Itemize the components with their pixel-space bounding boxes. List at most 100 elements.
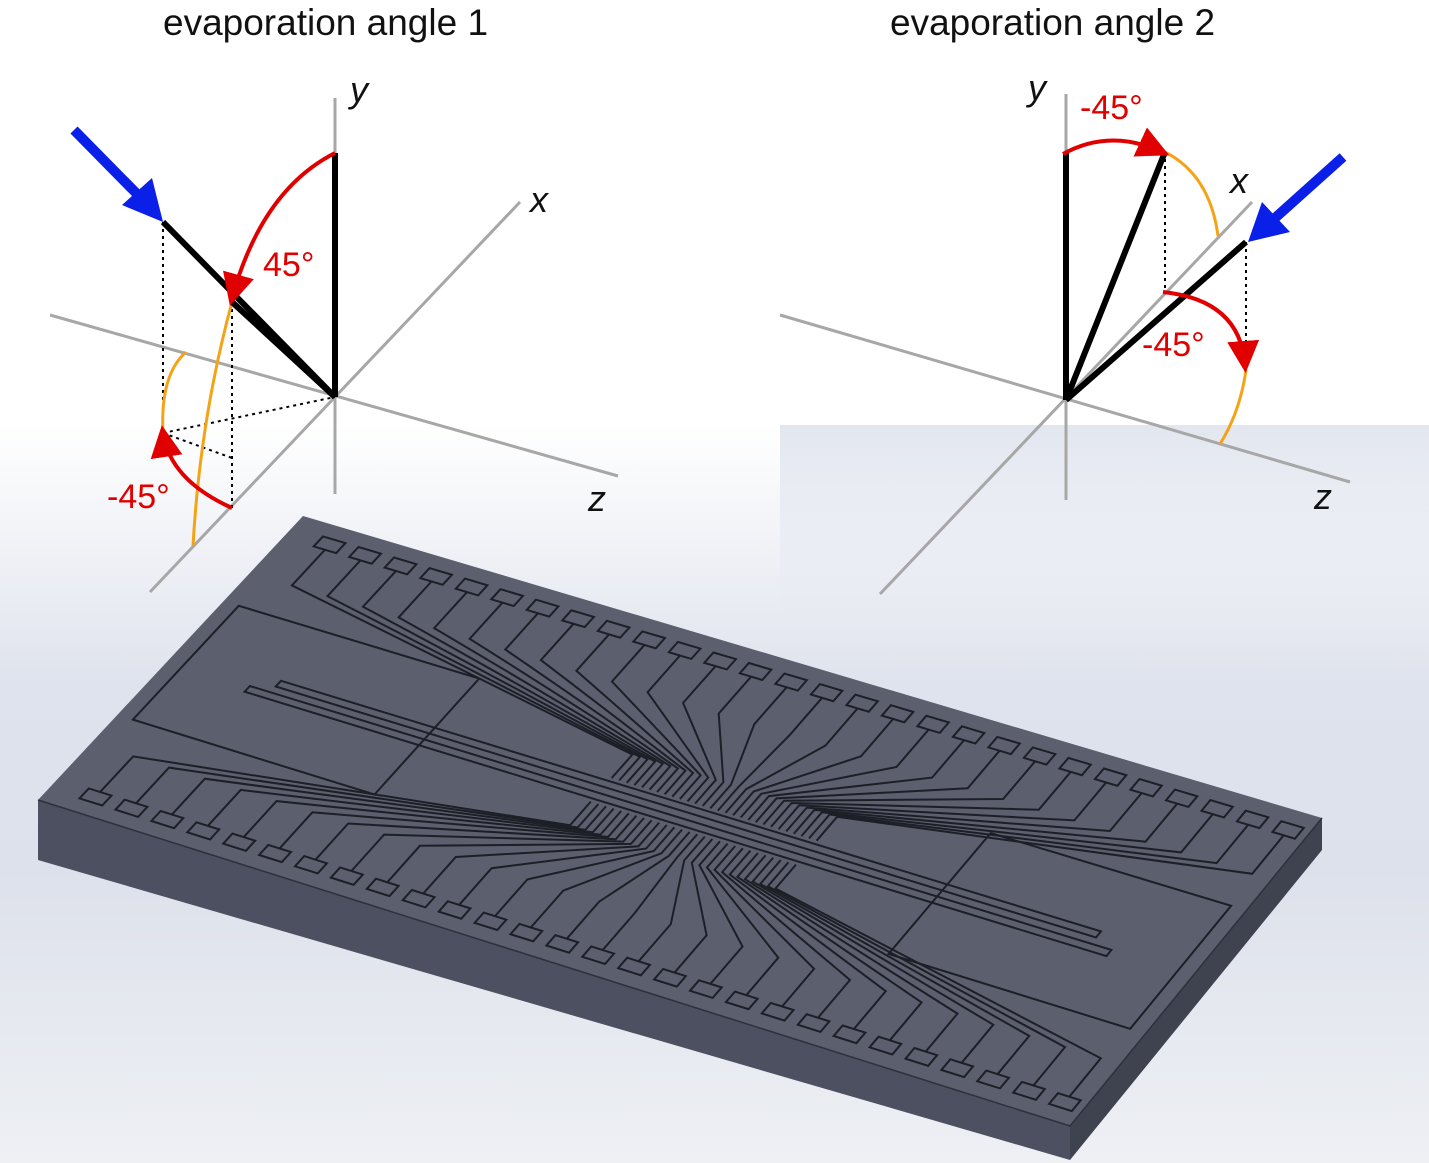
- chip-trace: [314, 814, 638, 861]
- diagram-right: y x z -45° -45°: [779, 67, 1351, 596]
- chip-pad: [131, 604, 481, 796]
- chip-pad: [652, 967, 688, 988]
- chip-trace: [610, 644, 702, 800]
- chip-pad: [77, 787, 114, 807]
- diagram-left: y x z 45° -45°: [49, 69, 619, 594]
- chip-pad: [560, 609, 596, 629]
- chip-trace: [432, 591, 665, 789]
- chip-trace: [735, 852, 924, 1041]
- chip-side-face: [1070, 818, 1322, 1160]
- chip-pad: [616, 956, 652, 977]
- chip-trace: [739, 728, 930, 819]
- chip-pad: [1164, 788, 1200, 809]
- chip-trace: [720, 847, 852, 1019]
- chip-pad: [596, 619, 632, 639]
- chip-pad: [453, 577, 490, 597]
- chip-trace: [503, 612, 680, 793]
- chip-trace: [350, 817, 645, 872]
- angle-label-lower: -45°: [1142, 326, 1205, 364]
- chip-pad: [1270, 820, 1306, 840]
- chip-trace: [397, 580, 657, 786]
- chip-pad: [903, 1046, 939, 1067]
- chip-trace: [539, 623, 687, 795]
- chip-trace: [717, 697, 823, 812]
- angle-arc-upper: [1062, 127, 1170, 157]
- chip-trace: [808, 813, 1249, 865]
- chip-pad: [975, 1069, 1011, 1090]
- chip-pad: [311, 535, 348, 555]
- chip-pad: [951, 725, 987, 745]
- chip: [37, 516, 1323, 1160]
- chip-trace: [530, 828, 683, 929]
- chip-pad: [113, 798, 150, 819]
- chip-trace: [207, 788, 615, 834]
- chip-pad: [257, 843, 293, 864]
- chip-pattern: [77, 535, 1306, 1113]
- chip-top-face: [38, 516, 1322, 1126]
- chip-pad: [400, 888, 437, 909]
- chip-trace: [698, 840, 744, 985]
- chip-pad: [688, 979, 724, 1000]
- chip-trace: [773, 863, 1103, 1098]
- chip-pad: [508, 922, 544, 943]
- chip-trace: [800, 811, 1214, 854]
- chip-trace: [747, 739, 965, 821]
- chip-trace: [770, 771, 1072, 828]
- chip-pad: [221, 832, 257, 852]
- chip-pad: [915, 714, 951, 735]
- chip-pad: [809, 682, 845, 703]
- chip-trace: [762, 760, 1036, 826]
- chip-pad: [436, 900, 473, 920]
- chip-trace: [290, 549, 635, 779]
- chip-pad: [1047, 1092, 1083, 1113]
- chip-pad: [738, 661, 774, 682]
- chip-pad: [724, 990, 760, 1011]
- chip-pad: [1011, 1080, 1047, 1101]
- chip-trace: [646, 654, 710, 802]
- chip-pad: [149, 809, 186, 830]
- angle-arc-lower: [1162, 290, 1260, 373]
- chip-trace: [242, 800, 622, 838]
- chip-pad: [867, 1035, 903, 1056]
- chip-trace: [755, 750, 1001, 823]
- chip-pad: [1235, 809, 1271, 830]
- angle-label-lower: -45°: [107, 478, 170, 516]
- chip-trace: [766, 861, 1067, 1087]
- angle-label-upper: -45°: [1080, 89, 1143, 127]
- axis-z-label: z: [1313, 476, 1332, 517]
- chip-trace: [422, 821, 660, 895]
- chip-pad: [844, 693, 880, 713]
- chip-trace: [566, 831, 691, 940]
- projection-arc-lower: [1218, 369, 1248, 445]
- angle-label-upper: 45°: [263, 246, 314, 284]
- projection-arc: [191, 301, 234, 547]
- chip-trace: [732, 718, 894, 816]
- chip-trace: [458, 824, 668, 906]
- chip-pad: [293, 854, 329, 875]
- vector-tilted: [1063, 150, 1168, 402]
- evaporation-beam-arrow-icon: [1248, 153, 1347, 242]
- chip-pad: [365, 877, 401, 898]
- chip-pad: [667, 640, 703, 661]
- chip-trace: [724, 707, 859, 814]
- chip-pad: [1128, 777, 1164, 798]
- chip-pad: [886, 831, 1233, 1030]
- axis-x-label: x: [528, 179, 550, 220]
- chip-pad: [880, 704, 916, 724]
- chip-trace: [494, 826, 676, 917]
- chip-trace: [751, 856, 995, 1064]
- angle-arc-lower: [150, 425, 233, 510]
- chip-pad: [1022, 746, 1058, 766]
- chip-trace: [701, 676, 752, 807]
- chip-pad: [489, 588, 525, 608]
- chip-trace: [601, 833, 698, 951]
- title-evaporation-angle-2: evaporation angle 2: [890, 2, 1216, 43]
- background-gradient-right: [780, 425, 1429, 625]
- chip-pad: [773, 672, 809, 692]
- projection-arc: [1164, 150, 1220, 237]
- chip-trace: [713, 845, 816, 1008]
- chip-pad: [702, 651, 738, 671]
- chip-pad: [1057, 756, 1093, 777]
- chip-pad: [347, 545, 383, 565]
